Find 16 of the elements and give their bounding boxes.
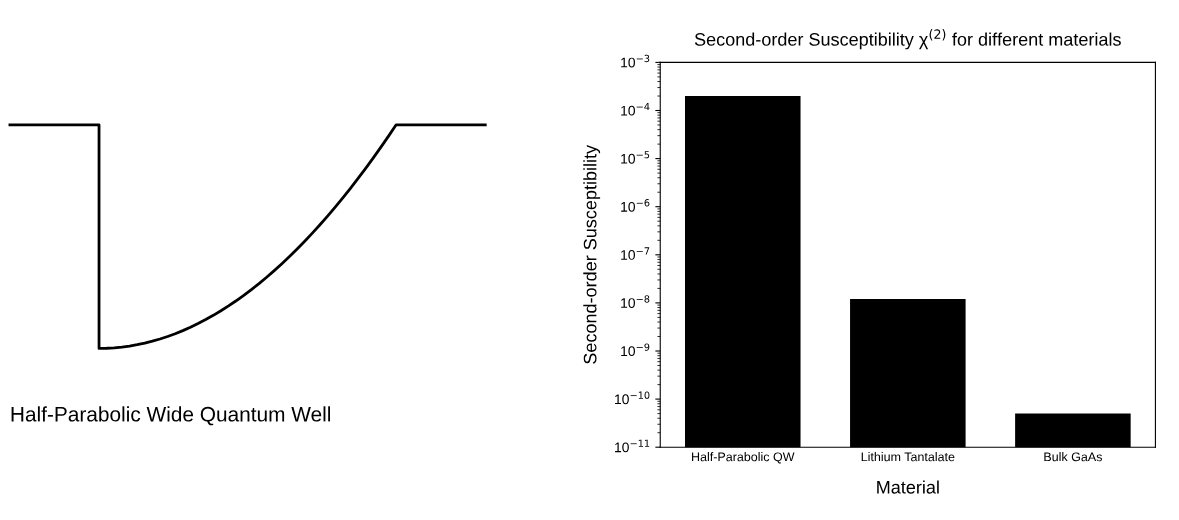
y-tick-label: 10$^{−5}$ (621, 151, 650, 164)
x-tick-label: Bulk GaAs (1044, 452, 1102, 462)
y-tick-label: 10$^{−8}$ (621, 295, 650, 308)
y-tick-label: 10$^{−7}$ (621, 247, 650, 260)
chart-title: Second-order Susceptibility χ$^{(2)}$ for different materials (694, 29, 1121, 50)
y-tick-label: 10$^{−9}$ (621, 343, 650, 357)
text: Half-Parabolic Wide Quantum Well (11, 406, 331, 426)
y-tick-label: 10$^{−11}$ (615, 439, 650, 453)
y-tick-label: 10$^{−10}$ (615, 391, 650, 405)
x-tick-label: Half-Parabolic QW (692, 452, 795, 464)
y-tick-label: 10$^{−6}$ (621, 199, 650, 212)
x-tick-label: Lithium Tantalate (861, 452, 955, 462)
y-axis-title: Second-order Susceptibility (583, 144, 601, 364)
x-axis-title: Material (877, 480, 939, 494)
y-tick-label: 10$^{−4}$ (621, 103, 650, 116)
y-tick-label: 10$^{−3}$ (621, 54, 650, 68)
